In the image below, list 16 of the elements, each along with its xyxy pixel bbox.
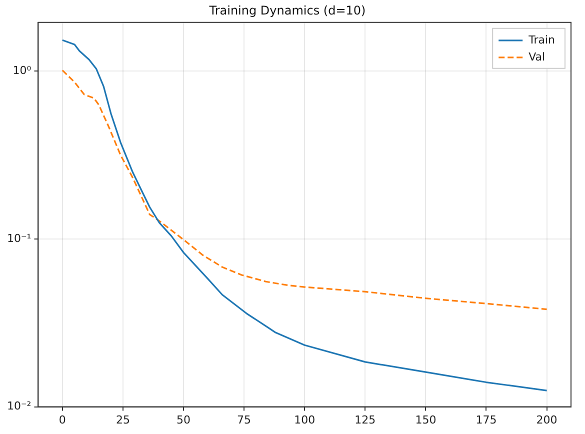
y-tick-label: 10⁻² [6, 400, 32, 413]
x-tick-label: 125 [354, 413, 376, 426]
x-tick-label: 25 [116, 413, 130, 426]
x-tick-label: 75 [237, 413, 252, 426]
x-tick-label: 100 [294, 413, 316, 426]
x-tick-label: 175 [476, 413, 497, 426]
x-tick-label: 50 [176, 413, 191, 426]
y-tick-label: 10⁻¹ [6, 232, 32, 245]
x-tick-label: 200 [536, 413, 558, 426]
x-tick-label: 150 [415, 413, 436, 426]
legend-label: Train [528, 33, 556, 46]
legend-label: Val [528, 50, 546, 64]
line-series [62, 70, 548, 310]
y-tick-label: 10⁰ [12, 64, 32, 77]
x-tick-label: 0 [58, 413, 66, 426]
chart-title: Training Dynamics (d=10) [208, 3, 366, 18]
